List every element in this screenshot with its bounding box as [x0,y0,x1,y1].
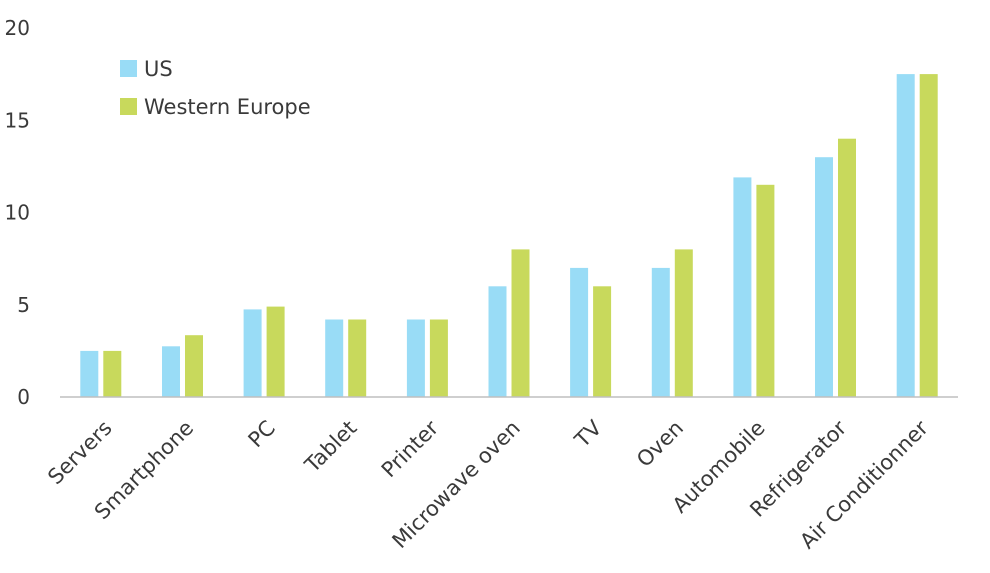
bar-western-europe-oven [674,249,693,397]
bar-us-oven [651,267,670,397]
bar-western-europe-printer [429,319,448,397]
bar-us-smartphone [162,346,180,397]
x-axis-labels: Servers Smartphone PC Tablet Printer Mic… [43,415,933,553]
bar-western-europe-automobile [756,184,775,397]
bar-western-europe-microwave-oven [511,249,530,397]
bar-western-europe-smartphone [185,335,203,397]
bars-group [80,74,938,397]
x-tick-label: Servers [43,416,116,489]
x-tick-label: Oven [632,416,688,472]
legend-label-us: US [144,57,173,81]
legend-swatch-western-europe [120,98,137,115]
bar-us-printer [406,319,425,397]
legend: US Western Europe [120,57,311,119]
bar-us-tv [570,267,589,397]
bar-us-microwave-oven [488,286,507,397]
bar-us-refrigerator [815,157,833,397]
legend-swatch-us [120,60,137,77]
bar-western-europe-refrigerator [838,138,856,397]
bar-western-europe-servers [103,350,122,397]
x-tick-label: PC [244,416,280,452]
bar-western-europe-tv [593,286,612,397]
bar-us-tablet [325,319,344,397]
x-tick-label: Printer [377,416,444,483]
x-tick-label: TV [570,415,607,452]
bar-us-servers [80,350,99,397]
bar-western-europe-pc [266,306,285,397]
x-tick-label: Tablet [300,416,362,478]
y-tick-label: 5 [17,293,30,317]
bar-western-europe-air-conditionner [919,74,938,397]
y-axis-ticks: 0 5 10 15 20 [5,16,30,409]
legend-label-western-europe: Western Europe [144,95,311,119]
bar-us-automobile [733,177,752,397]
bar-western-europe-tablet [348,319,367,397]
y-tick-label: 15 [5,108,30,132]
y-tick-label: 10 [5,201,30,225]
bar-us-air-conditionner [896,74,915,397]
y-tick-label: 20 [5,16,30,40]
y-tick-label: 0 [17,385,30,409]
bar-us-pc [243,309,262,397]
